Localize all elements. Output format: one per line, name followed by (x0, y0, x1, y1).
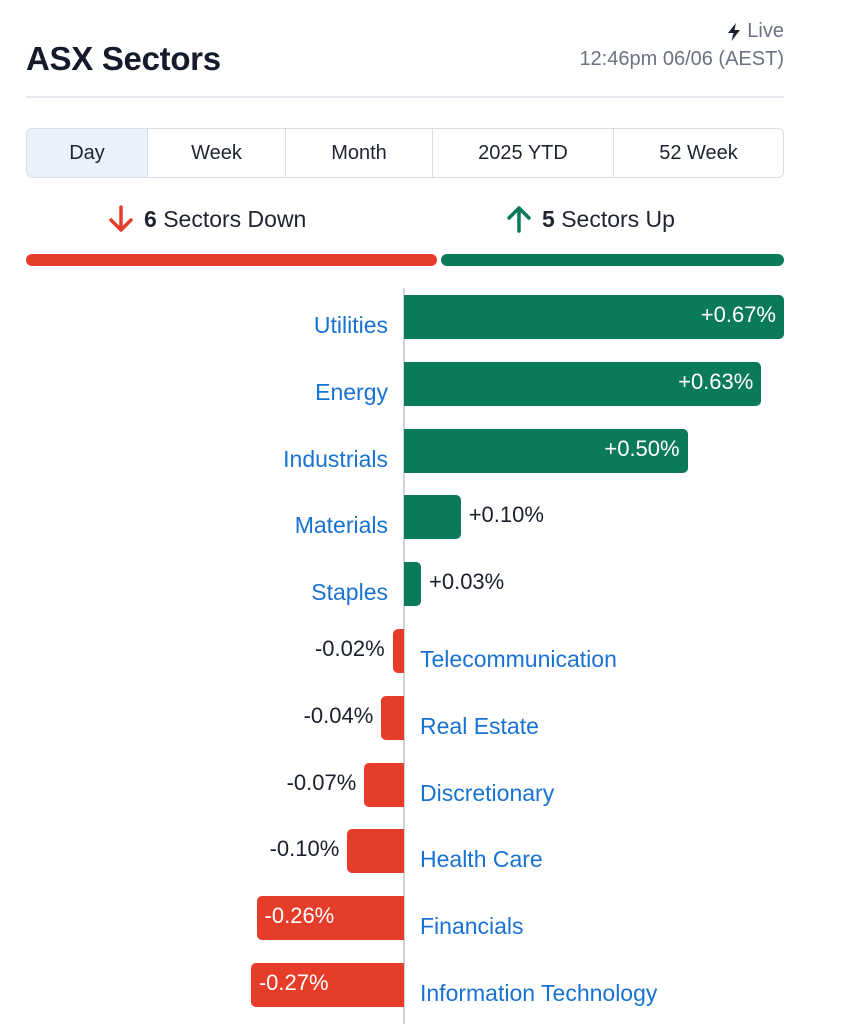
chart-bar (364, 762, 404, 807)
chart-value-label: +0.10% (468, 502, 544, 528)
chart-bar (256, 896, 404, 941)
chart-row: -0.04% Real Estate (0, 695, 848, 740)
arrow-down-icon (109, 205, 133, 232)
chart-row: -0.27% Information Technology (0, 963, 848, 1007)
sectors-up-count: 5 (542, 205, 555, 232)
sectors-down-ratio-bar (26, 254, 438, 266)
sector-name-link[interactable]: Real Estate (420, 712, 539, 739)
chart-value-label: -0.27% (258, 970, 329, 995)
sectors-down-summary: 6 Sectors Down (108, 204, 306, 234)
chart-row: -0.10% Health Care (0, 829, 848, 874)
page-title: ASX Sectors (26, 40, 221, 77)
chart-value-label: +0.03% (429, 569, 505, 595)
chart-row: -0.02% Telecommunication (0, 629, 848, 673)
sector-name-link[interactable]: Industrials (283, 445, 388, 472)
chart-bar (392, 629, 404, 673)
chart-zero-axis (403, 288, 405, 1024)
sector-name-link[interactable]: Staples (311, 579, 388, 606)
chart-bar (404, 428, 688, 473)
sector-name-link[interactable]: Financials (420, 913, 524, 940)
chart-row: +0.50% Industrials (0, 428, 848, 473)
tab-2025-ytd[interactable]: 2025 YTD (433, 129, 614, 177)
live-indicator: Live (727, 20, 784, 43)
sectors-down-count: 6 (144, 205, 157, 232)
sector-name-link[interactable]: Energy (315, 378, 388, 405)
chart-value-label: -0.10% (269, 836, 340, 862)
live-label: Live (747, 20, 784, 42)
sector-name-link[interactable]: Utilities (313, 312, 388, 338)
chart-row: +0.63% Energy (0, 361, 848, 406)
chart-bar (347, 829, 404, 874)
sector-name-link[interactable]: Discretionary (420, 779, 555, 806)
chart-bar (404, 495, 461, 540)
period-tabs: Day Week Month 2025 YTD 52 Week (26, 128, 784, 178)
chart-bar (250, 963, 404, 1007)
chart-row: +0.67% Utilities (0, 295, 848, 339)
tab-52-week[interactable]: 52 Week (659, 141, 738, 164)
chart-value-label: +0.63% (678, 368, 754, 394)
sectors-up-ratio-bar (441, 254, 784, 266)
tab-week[interactable]: Week (148, 129, 286, 177)
sector-name-link[interactable]: Health Care (420, 846, 543, 873)
tab-month[interactable]: Month (286, 129, 433, 177)
chart-value-label: +0.50% (604, 435, 680, 461)
chart-bar (381, 695, 404, 740)
chart-value-label: -0.04% (303, 702, 374, 728)
chart-bar (404, 361, 762, 406)
chart-bar (404, 295, 784, 339)
sectors-up-summary: 5 Sectors Up (506, 204, 675, 234)
chart-value-label: -0.26% (264, 903, 335, 929)
chart-value-label: +0.67% (700, 302, 776, 327)
timestamp: 12:46pm 06/06 (AEST) (579, 48, 784, 70)
arrow-up-icon (507, 206, 531, 233)
chart-value-label: -0.07% (286, 769, 357, 795)
sectors-down-label: Sectors Down (163, 205, 307, 232)
chart-row: -0.26% Financials (0, 896, 848, 941)
sector-name-link[interactable]: Materials (294, 512, 388, 539)
chart-row: +0.03% Staples (0, 562, 848, 607)
sector-name-link[interactable]: Telecommunication (420, 646, 617, 672)
header: ASX Sectors Live 12:46pm 06/06 (AEST) (26, 0, 784, 98)
sector-name-link[interactable]: Information Technology (420, 980, 658, 1006)
tab-day[interactable]: Day (27, 129, 148, 177)
chart-row: +0.10% Materials (0, 495, 848, 540)
chart-row: -0.07% Discretionary (0, 762, 848, 807)
chart-value-label: -0.02% (314, 636, 385, 661)
sectors-up-label: Sectors Up (561, 205, 675, 232)
lightning-bolt-icon (728, 22, 741, 41)
chart-bar (404, 562, 421, 607)
